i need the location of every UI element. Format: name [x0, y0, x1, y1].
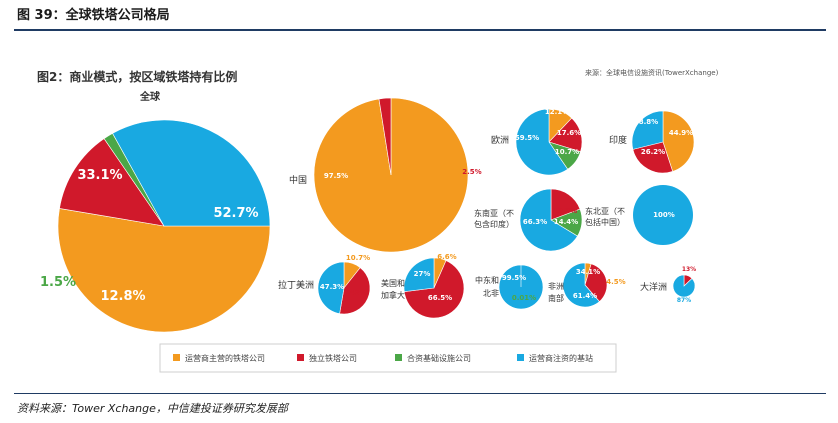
pie-6-data-label-independent: 42%	[350, 289, 367, 297]
legend-label-independent: 独立铁塔公司	[309, 353, 357, 363]
pie-1-slice-independent	[378, 97, 392, 176]
bottom-divider	[14, 393, 826, 394]
pie-3-slice-independent	[632, 141, 674, 174]
pie-6-slice-independent	[339, 267, 371, 315]
pie-10-region-label: 大洋洲	[640, 281, 667, 293]
legend-label-joint-venture: 合资基础设施公司	[407, 353, 471, 363]
pie-2-data-label-operator-funded: 59.5%	[515, 134, 539, 142]
source-note: 资料来源：Tower Xchange，中信建投证券研究发展部	[17, 402, 288, 415]
pie-7-slice-independent	[403, 260, 465, 319]
pie-7-region-label-1: 美国和	[381, 278, 405, 288]
pie-4-data-label-independent: 19.3%	[553, 207, 577, 215]
pie-3-data-label-operator-funded: 28.8%	[634, 118, 658, 126]
pie-9-slice-operator-funded	[562, 262, 600, 308]
pie-1-data-label-independent: 2.5%	[462, 168, 481, 176]
legend-swatch-operator-funded	[517, 354, 524, 361]
pie-4-data-label-operator-funded: 66.3%	[523, 218, 547, 226]
pie-2-region-label: 欧洲	[491, 134, 509, 146]
legend-label-operator-funded: 运营商注资的基站	[529, 353, 593, 363]
pie-0-region-label: 全球	[139, 90, 161, 103]
legend-label-operator-led: 运营商主营的铁塔公司	[185, 353, 265, 363]
pie-8-data-label-operator-funded: 99.5%	[502, 274, 526, 282]
pie-9-data-label-operator-funded: 61.4%	[573, 292, 597, 300]
pie-0-slice-operator-led	[57, 208, 271, 333]
pie-5-slice-operator-funded	[633, 185, 693, 245]
pie-2-data-label-independent: 17.6%	[557, 129, 581, 137]
pie-1-data-label-operator-led: 97.5%	[324, 172, 348, 180]
legend-swatch-independent	[297, 354, 304, 361]
pie-0-data-label-independent: 12.8%	[100, 289, 145, 304]
top-divider	[14, 29, 826, 31]
pie-8-region-label-1: 中东和	[475, 275, 499, 285]
pie-2-data-label-joint-venture: 10.7%	[555, 148, 579, 156]
pie-10-data-label-operator-funded: 87%	[677, 297, 691, 304]
pie-9-slice-independent	[584, 263, 608, 303]
pie-5-data-label-operator-funded: 100%	[653, 211, 675, 219]
pie-2-slice-operator-funded	[515, 108, 569, 176]
pie-4-slice-operator-funded	[519, 188, 578, 252]
pie-0-data-label-joint-venture: 1.5%	[40, 275, 76, 290]
pie-9-region-label-2: 南部	[548, 293, 564, 303]
pie-2-data-label-operator-led: 12.1%	[545, 108, 569, 116]
pie-7-slice-operator-funded	[403, 257, 435, 293]
legend-box	[159, 343, 617, 373]
pie-9-region-label-1: 非洲	[548, 281, 564, 291]
chart-title: 图2：商业模式，按区域铁塔持有比例	[37, 69, 237, 84]
pie-4-region-label-1: 东南亚（不	[474, 208, 514, 218]
pie-5-region-label-1: 东北亚（不	[585, 206, 625, 216]
legend: 运营商主营的铁塔公司 独立铁塔公司 合资基础设施公司 运营商注资的基站	[173, 353, 593, 363]
pie-8-region-label-2: 北非	[483, 288, 499, 298]
figure-title: 图 39：全球铁塔公司格局	[17, 8, 170, 23]
pie-5-region-label-2: 包括中国）	[585, 217, 625, 227]
pie-10-data-label-independent: 13%	[682, 266, 696, 273]
pie-8-slice-operator-funded	[498, 264, 544, 310]
pie-7-data-label-operator-funded: 27%	[414, 270, 431, 278]
pie-0-slice-independent	[59, 138, 165, 227]
pie-4-region-label-2: 包含印度）	[474, 219, 514, 229]
pie-9-data-label-operator-led: 4.5%	[606, 278, 625, 286]
pie-6-data-label-operator-led: 10.7%	[346, 254, 370, 262]
pie-0-data-label-operator-funded: 33.1%	[77, 168, 122, 183]
pie-4-data-label-joint-venture: 14.4%	[554, 218, 578, 226]
pie-3-data-label-operator-led: 44.9%	[669, 129, 693, 137]
pie-0-slice-operator-funded	[112, 119, 271, 227]
pie-10-slice-operator-funded	[672, 274, 696, 298]
pie-7-data-label-independent: 66.5%	[428, 294, 452, 302]
pie-9-data-label-independent: 34.1%	[576, 268, 600, 276]
pie-3-slice-operator-funded	[631, 110, 664, 150]
pie-1-region-label: 中国	[289, 174, 307, 186]
legend-swatch-joint-venture	[395, 354, 402, 361]
pie-6-slice-operator-funded	[317, 261, 345, 314]
pie-6-data-label-operator-funded: 47.3%	[320, 283, 344, 291]
pie-6-region-label: 拉丁美洲	[278, 279, 314, 291]
pie-7-region-label-2: 加拿大	[381, 290, 405, 300]
pie-3-region-label: 印度	[609, 134, 627, 146]
pie-7-data-label-operator-led: 6.6%	[437, 253, 456, 261]
pies-group: 全球 52.7% 12.8% 1.5% 33.1% 中国 97.5% 2.5% 欧洲 12.1% 1…	[40, 90, 696, 333]
pie-4-slice-independent	[550, 188, 581, 221]
legend-swatch-operator-led	[173, 354, 180, 361]
pie-3-slice-operator-led	[662, 110, 695, 172]
pie-8-data-label-joint-venture: 0.01%	[512, 294, 536, 302]
chart-source: 来源：全球电信设施资讯(TowerXchange)	[585, 68, 719, 77]
pie-0-data-label-operator-led: 52.7%	[213, 206, 258, 221]
pie-3-data-label-independent: 26.2%	[641, 148, 665, 156]
